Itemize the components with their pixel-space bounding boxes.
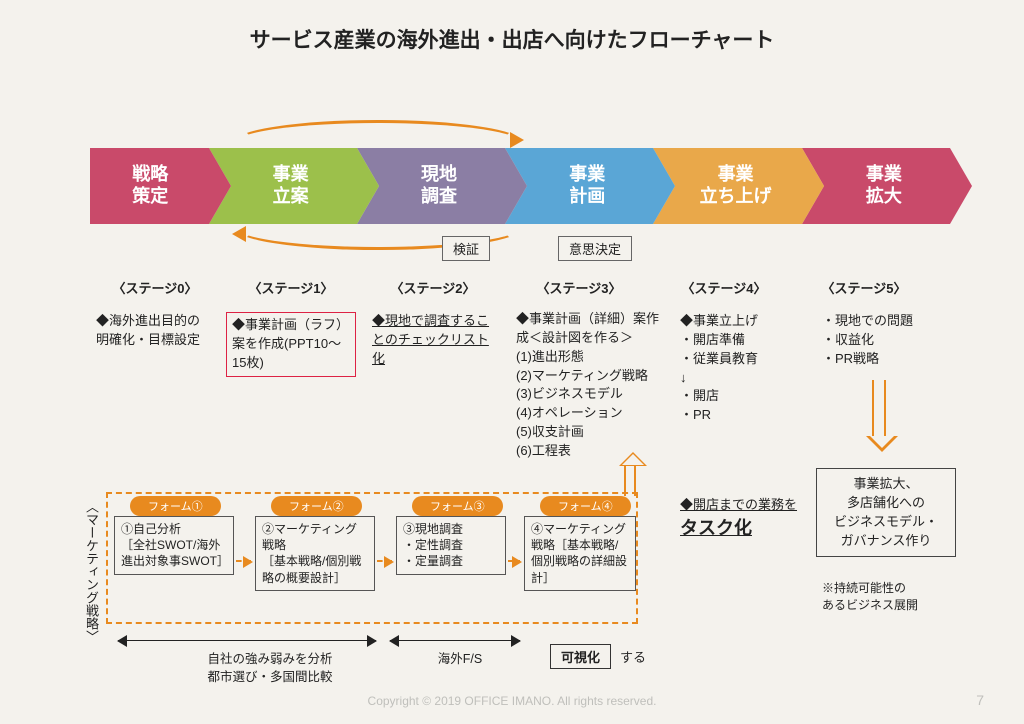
form-tab: フォーム② bbox=[271, 496, 362, 516]
up-arrow-icon bbox=[624, 464, 636, 496]
decision-box: 意思決定 bbox=[558, 236, 632, 261]
form-card: ①自己分析 ［全社SWOT/海外進出対象事SWOT］ bbox=[114, 516, 234, 575]
span-arrow-2 bbox=[390, 640, 520, 641]
copyright: Copyright © 2019 OFFICE IMANO. All right… bbox=[0, 694, 1024, 708]
visualize-suffix: する bbox=[620, 647, 646, 666]
dash-arrow-icon bbox=[377, 560, 392, 562]
stage-label: 〈ステージ5〉 bbox=[794, 278, 934, 297]
visualize-box: 可視化 bbox=[550, 644, 611, 669]
form-tab: フォーム③ bbox=[412, 496, 503, 516]
page-title: サービス産業の海外進出・出店へ向けたフローチャート bbox=[0, 0, 1024, 54]
span-arrow-1 bbox=[118, 640, 376, 641]
page-number: 7 bbox=[976, 692, 984, 708]
expand-box: 事業拡大、 多店舗化への ビジネスモデル・ ガバナンス作り bbox=[816, 468, 956, 557]
sustain-note: ※持続可能性の あるビジネス展開 bbox=[822, 580, 962, 615]
dash-arrow-icon bbox=[508, 560, 520, 562]
cycle-arrowhead bbox=[510, 132, 524, 148]
form-card: ②マーケティング戦略 ［基本戦略/個別戦略の概要設計］ bbox=[255, 516, 375, 591]
col-stage5: ・現地での問題 ・収益化 ・PR戦略 bbox=[822, 312, 952, 369]
flow-chevron: 戦略 策定 bbox=[90, 148, 209, 224]
forms-container: フォーム①①自己分析 ［全社SWOT/海外進出対象事SWOT］ フォーム②②マーケ… bbox=[106, 492, 638, 624]
span-caption-2: 海外F/S bbox=[400, 650, 520, 668]
stage-label: 〈ステージ2〉 bbox=[362, 278, 504, 297]
col-stage0: ◆海外進出目的の明確化・目標設定 bbox=[96, 312, 206, 350]
form-tab: フォーム① bbox=[130, 496, 221, 516]
form-card: ④マーケティング戦略［基本戦略/個別戦略の詳細設計］ bbox=[524, 516, 636, 591]
cycle-arrowhead bbox=[232, 226, 246, 242]
form-card: ③現地調査 ・定性調査 ・定量調査 bbox=[396, 516, 506, 575]
flow-chevrons: 戦略 策定事業 立案現地 調査事業 計画事業 立ち上げ事業 拡大 bbox=[90, 148, 950, 224]
stage-label: 〈ステージ0〉 bbox=[90, 278, 220, 297]
flow-chevron: 事業 拡大 bbox=[802, 148, 950, 224]
marketing-strategy-vlabel: 〈マーケティング戦略〉 bbox=[82, 500, 101, 643]
stage-label: 〈ステージ4〉 bbox=[654, 278, 794, 297]
plan-highlight-box: ◆事業計画（ラフ）案を作成(PPT10〜15枚) bbox=[226, 312, 356, 377]
stage-label: 〈ステージ3〉 bbox=[504, 278, 654, 297]
flow-chevron: 事業 立ち上げ bbox=[653, 148, 801, 224]
task-label-a: ◆開店までの業務を bbox=[680, 497, 797, 512]
down-arrow-icon bbox=[872, 380, 886, 438]
col-stage4-task: ◆開店までの業務を タスク化 bbox=[680, 496, 810, 541]
form-tab: フォーム④ bbox=[540, 496, 631, 516]
col-stage3: ◆事業計画（詳細）案作成＜設計図を作る＞ (1)進出形態 (2)マーケティング戦… bbox=[516, 310, 662, 461]
stage-label: 〈ステージ1〉 bbox=[220, 278, 362, 297]
col-stage2: ◆現地で調査することのチェックリスト化 bbox=[372, 312, 492, 369]
visualize-text: 可視化 bbox=[561, 650, 600, 665]
dash-arrow-icon bbox=[236, 560, 251, 562]
col-stage4: ◆事業立上げ ・開店準備 ・従業員教育 ↓ ・開店 ・PR bbox=[680, 312, 790, 425]
flow-chevron: 事業 計画 bbox=[505, 148, 653, 224]
col-stage1: ◆事業計画（ラフ）案を作成(PPT10〜15枚) bbox=[226, 310, 356, 377]
span-caption-1: 自社の強み弱みを分析 都市選び・多国間比較 bbox=[160, 650, 380, 686]
verify-box: 検証 bbox=[442, 236, 490, 261]
stage-labels: 〈ステージ0〉〈ステージ1〉〈ステージ2〉〈ステージ3〉〈ステージ4〉〈ステージ… bbox=[90, 278, 960, 297]
task-label-b: タスク化 bbox=[680, 518, 752, 538]
